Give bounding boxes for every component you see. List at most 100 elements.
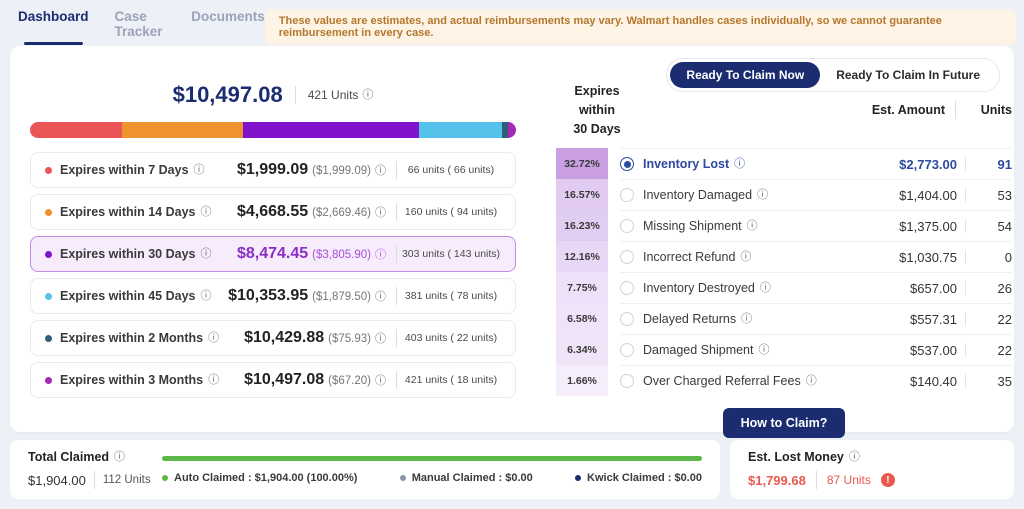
legend-dot bbox=[45, 166, 52, 174]
legend-dot bbox=[45, 250, 52, 258]
cumulative-amount: $1,999.09 bbox=[236, 161, 309, 178]
claim-row-inventory-lost[interactable]: 32.72% Inventory Lost ⓘ $2,773.00 91 bbox=[556, 148, 1012, 180]
claim-units: 22 bbox=[997, 342, 1012, 358]
dashboard-main-card: Ready To Claim Now Ready To Claim In Fut… bbox=[10, 46, 1014, 439]
cumulative-amount: $4,668.55 bbox=[236, 203, 309, 220]
divider bbox=[965, 219, 966, 234]
claim-row-delayed-returns[interactable]: 6.58% Delayed Returns ⓘ $557.31 22 bbox=[556, 303, 1012, 335]
claim-amount: $537.00 bbox=[910, 342, 957, 358]
expiry-row-2-months[interactable]: Expires within 2 Months ⓘ $10,429.88 ($75… bbox=[30, 320, 516, 356]
info-icon[interactable]: ⓘ bbox=[757, 188, 769, 201]
divider bbox=[396, 161, 397, 179]
delta-amount: ($75.93) bbox=[328, 333, 371, 345]
divider bbox=[965, 250, 966, 265]
info-icon[interactable]: ⓘ bbox=[375, 249, 386, 261]
how-to-claim-button[interactable]: How to Claim? bbox=[722, 408, 846, 439]
info-icon[interactable]: ⓘ bbox=[740, 250, 752, 263]
info-icon[interactable]: ⓘ bbox=[375, 207, 386, 219]
radio-inventory-lost[interactable] bbox=[620, 157, 634, 172]
claim-label: Missing Shipment ⓘ bbox=[643, 219, 758, 234]
cumulative-amount: $10,497.08 bbox=[244, 371, 325, 388]
ready-to-claim-now-button[interactable]: Ready To Claim Now bbox=[670, 62, 821, 88]
bar-segment-2-months bbox=[502, 122, 509, 138]
claim-row-inventory-destroyed[interactable]: 7.75% Inventory Destroyed ⓘ $657.00 26 bbox=[556, 272, 1012, 304]
divider bbox=[396, 329, 397, 347]
radio-missing-shipment[interactable] bbox=[620, 219, 634, 234]
delta-amount: ($67.20) bbox=[328, 375, 371, 387]
info-icon[interactable]: ⓘ bbox=[741, 312, 753, 325]
info-icon[interactable]: ⓘ bbox=[114, 450, 126, 463]
info-icon[interactable]: ⓘ bbox=[200, 205, 212, 218]
claim-row-damaged-shipment[interactable]: 6.34% Damaged Shipment ⓘ $537.00 22 bbox=[556, 334, 1012, 366]
tab-case-tracker[interactable]: Case Tracker bbox=[114, 9, 163, 39]
total-claimed-amount: $1,904.00 bbox=[28, 472, 86, 488]
info-icon[interactable]: ⓘ bbox=[362, 88, 374, 101]
tab-dashboard[interactable]: Dashboard bbox=[18, 9, 89, 45]
claim-amount: $140.40 bbox=[910, 373, 957, 389]
radio-inventory-damaged[interactable] bbox=[620, 188, 634, 203]
bar-segment-7-days bbox=[30, 122, 123, 138]
expiry-row-30-days[interactable]: Expires within 30 Days ⓘ $8,474.45 ($3,80… bbox=[30, 236, 516, 272]
expiry-row-7-days[interactable]: Expires within 7 Days ⓘ $1,999.09 ($1,999… bbox=[30, 152, 516, 188]
info-icon[interactable]: ⓘ bbox=[208, 373, 220, 386]
info-icon[interactable]: ⓘ bbox=[375, 291, 386, 303]
expiry-row-units: 421 units ( 18 units) bbox=[404, 374, 498, 386]
claim-pct: 12.16% bbox=[556, 241, 608, 273]
info-icon[interactable]: ⓘ bbox=[746, 219, 758, 232]
expiry-row-units: 160 units ( 94 units) bbox=[404, 206, 498, 218]
claim-row-missing-shipment[interactable]: 16.23% Missing Shipment ⓘ $1,375.00 54 bbox=[556, 210, 1012, 242]
cumulative-amount: $8,474.45 bbox=[236, 245, 309, 262]
divider bbox=[93, 471, 95, 489]
claim-units: 0 bbox=[1004, 249, 1012, 265]
claim-row-over-charged-referral-fees[interactable]: 1.66% Over Charged Referral Fees ⓘ $140.4… bbox=[556, 365, 1012, 397]
divider bbox=[396, 245, 397, 263]
radio-incorrect-refund[interactable] bbox=[620, 250, 634, 265]
divider bbox=[965, 157, 966, 172]
info-icon[interactable]: ⓘ bbox=[375, 333, 386, 345]
delta-amount: ($2,669.46) bbox=[312, 207, 371, 219]
expiry-row-3-months[interactable]: Expires within 3 Months ⓘ $10,497.08 ($67… bbox=[30, 362, 516, 398]
total-claimed-title: Total Claimed ⓘ bbox=[28, 450, 126, 464]
tab-documents[interactable]: Documents bbox=[191, 9, 265, 24]
info-icon[interactable]: ⓘ bbox=[734, 157, 746, 170]
legend-dot bbox=[45, 292, 52, 300]
ready-to-claim-in-future-button[interactable]: Ready To Claim In Future bbox=[820, 62, 996, 88]
info-icon[interactable]: ⓘ bbox=[200, 247, 212, 260]
radio-over-charged-referral-fees[interactable] bbox=[620, 374, 634, 389]
radio-delayed-returns[interactable] bbox=[620, 312, 634, 327]
claim-label: Inventory Damaged ⓘ bbox=[643, 188, 769, 203]
claim-row-incorrect-refund[interactable]: 12.16% Incorrect Refund ⓘ $1,030.75 0 bbox=[556, 241, 1012, 273]
divider bbox=[396, 287, 397, 305]
claim-row-inventory-damaged[interactable]: 16.57% Inventory Damaged ⓘ $1,404.00 53 bbox=[556, 179, 1012, 211]
total-estimate-amount: $10,497.08 bbox=[172, 82, 283, 107]
info-icon[interactable]: ⓘ bbox=[848, 450, 860, 463]
divider bbox=[955, 101, 956, 120]
expiry-row-amounts: $1,999.09 ($1,999.09) ⓘ bbox=[237, 161, 386, 179]
info-icon[interactable]: ⓘ bbox=[375, 165, 386, 177]
total-claimed-units: 112 Units bbox=[102, 474, 151, 486]
expiry-stacked-bar bbox=[30, 122, 516, 138]
claim-label: Delayed Returns ⓘ bbox=[643, 312, 753, 327]
radio-inventory-destroyed[interactable] bbox=[620, 281, 634, 296]
disclaimer-banner: These values are estimates, and actual r… bbox=[264, 9, 1016, 45]
radio-damaged-shipment[interactable] bbox=[620, 343, 634, 358]
legend-dot bbox=[162, 474, 168, 481]
info-icon[interactable]: ⓘ bbox=[805, 374, 817, 387]
delta-amount: ($1,999.09) bbox=[312, 165, 371, 177]
bar-segment-30-days bbox=[242, 122, 419, 138]
total-units-label: 421 Units bbox=[307, 88, 359, 102]
expiry-row-amounts: $8,474.45 ($3,805.90) ⓘ bbox=[237, 245, 386, 263]
summary-header: $10,497.08 421 Units ⓘ bbox=[30, 82, 516, 108]
info-icon[interactable]: ⓘ bbox=[759, 281, 771, 294]
expiry-row-14-days[interactable]: Expires within 14 Days ⓘ $4,668.55 ($2,66… bbox=[30, 194, 516, 230]
info-icon[interactable]: ⓘ bbox=[208, 331, 220, 344]
divider bbox=[815, 471, 817, 489]
bar-segment-3-months bbox=[508, 122, 516, 138]
expiry-row-label: Expires within 2 Months ⓘ bbox=[60, 331, 220, 345]
info-icon[interactable]: ⓘ bbox=[193, 163, 205, 176]
expiry-row-45-days[interactable]: Expires within 45 Days ⓘ $10,353.95 ($1,8… bbox=[30, 278, 516, 314]
info-icon[interactable]: ⓘ bbox=[758, 343, 770, 356]
info-icon[interactable]: ⓘ bbox=[375, 375, 386, 387]
info-icon[interactable]: ⓘ bbox=[200, 289, 212, 302]
alert-icon[interactable]: ! bbox=[880, 473, 895, 487]
